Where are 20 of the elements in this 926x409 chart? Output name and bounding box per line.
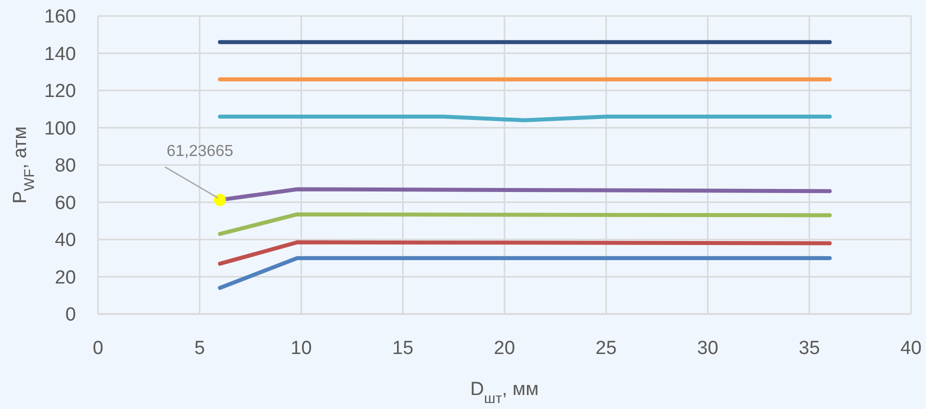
x-tick-label: 40	[900, 338, 922, 359]
y-tick-label: 60	[54, 192, 76, 214]
y-tick-label: 20	[54, 267, 76, 288]
y-tick-label: 80	[54, 156, 76, 177]
x-tick-label: 5	[194, 338, 205, 359]
x-tick-label: 35	[798, 338, 820, 359]
x-axis-title: D$_{шт}$, мм	[470, 379, 539, 407]
x-tick-label: 30	[697, 338, 718, 359]
y-tick-label: 140	[44, 44, 76, 65]
x-tick-label: 10	[290, 338, 312, 359]
annotation: 61,23665	[166, 142, 234, 160]
y-tick-label: 100	[44, 118, 76, 140]
y-tick-label: 0	[65, 304, 76, 326]
y-tick-label: 160	[44, 6, 76, 28]
x-tick-label: 0	[92, 338, 104, 359]
x-tick-label: 25	[596, 338, 617, 359]
x-tick-label: 15	[392, 338, 414, 359]
x-tick-label: 20	[494, 338, 516, 359]
y-tick-label: 40	[54, 230, 76, 252]
y-tick-label: 120	[44, 81, 76, 102]
